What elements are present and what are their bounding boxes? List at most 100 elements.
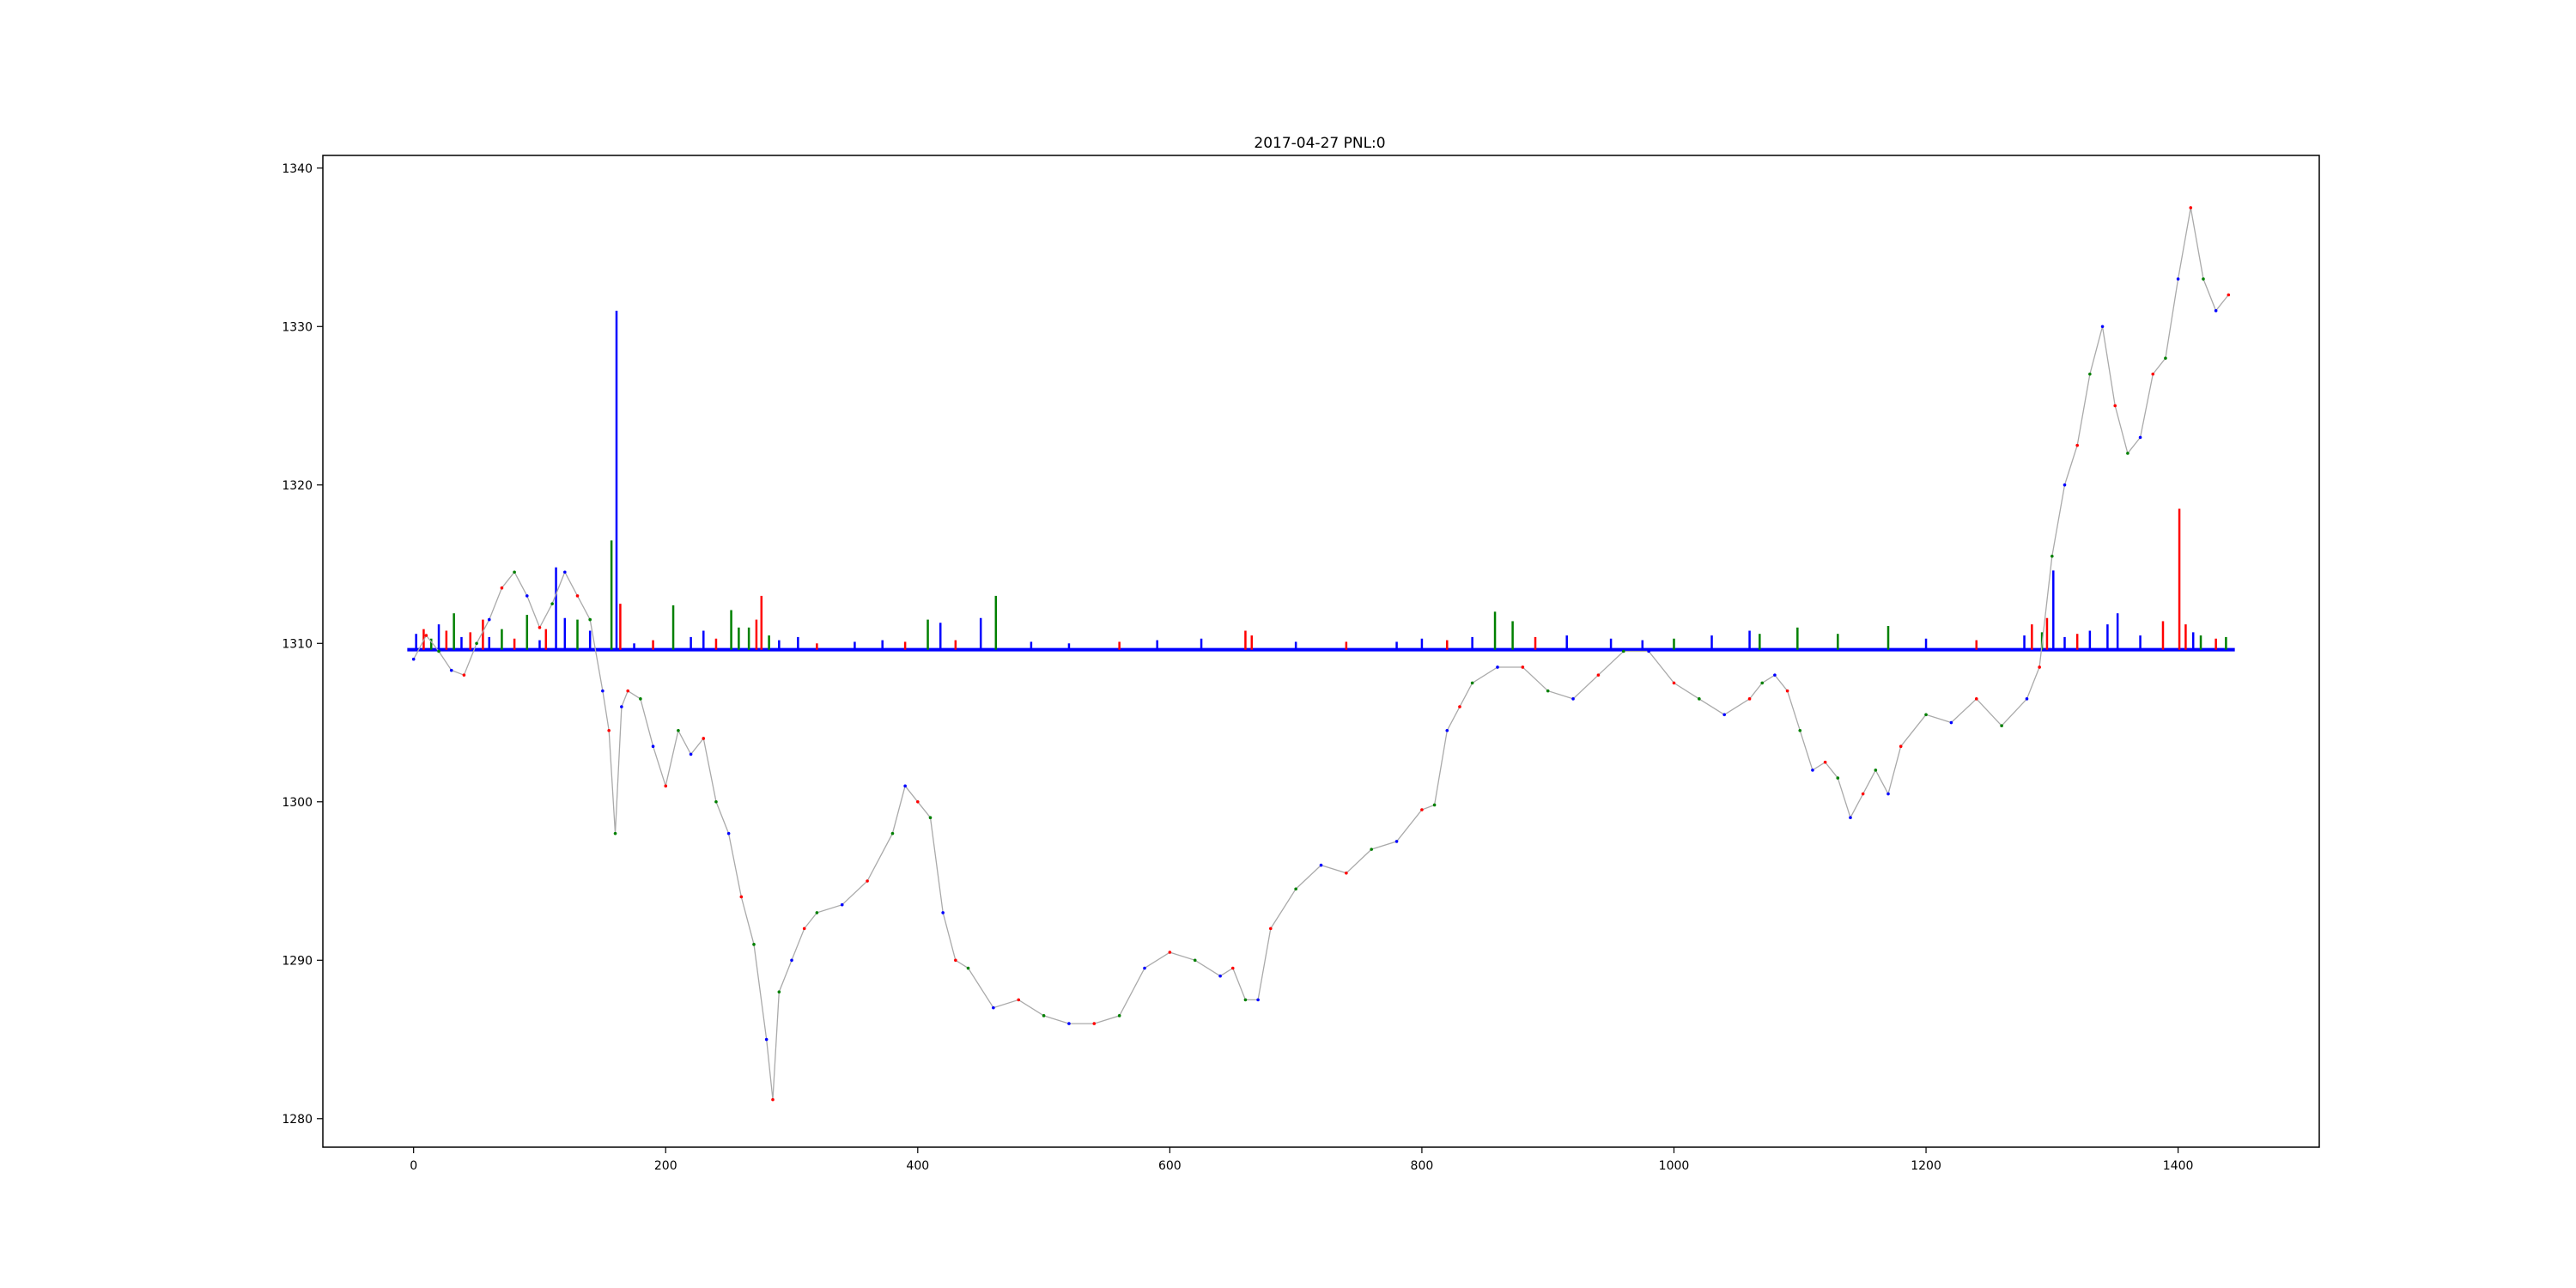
price-point xyxy=(1230,966,1235,970)
price-point xyxy=(613,831,617,835)
price-point xyxy=(1861,792,1865,796)
price-point xyxy=(2138,435,2142,440)
price-point xyxy=(1596,673,1601,677)
price-point xyxy=(714,799,718,804)
price-point xyxy=(1067,1022,1071,1025)
price-point xyxy=(2214,309,2218,313)
price-point xyxy=(954,958,957,963)
price-point xyxy=(2202,277,2205,281)
volume-bars xyxy=(407,310,2235,652)
price-point xyxy=(903,784,907,788)
price-point xyxy=(1345,872,1348,875)
price-point xyxy=(1621,649,1625,653)
price-point xyxy=(1974,697,1978,701)
price-point xyxy=(1747,697,1752,701)
price-point xyxy=(651,744,655,749)
x-tick-label: 1200 xyxy=(1911,1159,1941,1173)
price-point xyxy=(1319,863,1323,867)
price-point xyxy=(2189,206,2193,210)
price-point xyxy=(626,689,630,693)
price-point xyxy=(2126,452,2129,455)
price-point xyxy=(1924,713,1928,717)
price-point xyxy=(677,728,680,732)
price-point xyxy=(588,617,592,622)
price-point xyxy=(777,990,781,993)
price-point xyxy=(840,902,844,907)
price-point xyxy=(1458,705,1461,708)
price-point xyxy=(764,1037,769,1042)
y-tick-label: 1300 xyxy=(282,796,313,810)
price-point xyxy=(790,958,793,963)
price-point xyxy=(752,943,756,946)
price-point xyxy=(1672,681,1676,685)
price-point xyxy=(866,879,869,883)
price-point xyxy=(1647,649,1650,653)
price-point xyxy=(1143,966,1146,970)
price-point xyxy=(2100,325,2105,329)
price-point xyxy=(1042,1014,1046,1018)
x-tick-label: 1400 xyxy=(2163,1159,2194,1173)
price-point xyxy=(1092,1022,1097,1025)
price-point xyxy=(1420,808,1424,811)
price-point xyxy=(639,697,642,701)
price-point xyxy=(726,831,731,835)
price-point xyxy=(1949,720,1953,725)
price-point xyxy=(550,602,554,605)
price-point xyxy=(928,816,933,820)
price-point xyxy=(815,911,819,914)
x-tick-label: 1000 xyxy=(1659,1159,1690,1173)
price-point xyxy=(1546,689,1550,693)
price-point xyxy=(2227,293,2231,297)
price-point xyxy=(1168,951,1172,954)
price-point xyxy=(2088,372,2092,376)
price-point xyxy=(1193,958,1197,963)
price-point xyxy=(575,594,580,598)
price-point xyxy=(1849,816,1852,820)
price-point xyxy=(1836,776,1840,780)
x-tick-label: 600 xyxy=(1158,1159,1182,1173)
price-point xyxy=(1268,927,1273,931)
price-point xyxy=(890,831,895,835)
price-point xyxy=(771,1097,775,1102)
price-point xyxy=(916,799,920,804)
price-point xyxy=(2164,356,2167,360)
price-point xyxy=(563,570,567,574)
price-point xyxy=(2000,724,2003,728)
y-tick-label: 1310 xyxy=(282,637,313,651)
price-point xyxy=(2038,665,2041,669)
price-point xyxy=(2025,697,2029,701)
price-point xyxy=(462,673,466,677)
y-tick-label: 1320 xyxy=(282,479,313,493)
price-point xyxy=(966,966,970,970)
price-point xyxy=(2063,483,2067,487)
price-point xyxy=(449,668,453,672)
price-point xyxy=(1521,665,1525,669)
price-point xyxy=(1432,803,1437,807)
price-point xyxy=(513,570,516,574)
price-point xyxy=(487,617,491,622)
price-point xyxy=(2176,277,2180,281)
price-point xyxy=(620,705,623,708)
price-point xyxy=(2050,554,2054,558)
price-point xyxy=(1773,673,1777,677)
price-point xyxy=(992,1005,995,1010)
price-point xyxy=(607,728,611,732)
price-point xyxy=(424,634,428,637)
plot-frame xyxy=(322,155,2320,1148)
price-point xyxy=(1811,769,1814,772)
price-point xyxy=(1571,697,1575,701)
price-point xyxy=(500,586,504,590)
x-tick-label: 200 xyxy=(654,1159,677,1173)
price-point xyxy=(1117,1014,1121,1018)
x-tick-label: 0 xyxy=(410,1159,417,1173)
x-tick-label: 800 xyxy=(1411,1159,1434,1173)
price-point xyxy=(702,737,706,740)
price-point xyxy=(1445,728,1449,732)
price-point xyxy=(1470,681,1474,685)
price-point xyxy=(802,927,806,931)
price-point xyxy=(1874,769,1878,772)
price-point xyxy=(601,689,605,693)
price-point xyxy=(437,649,440,653)
